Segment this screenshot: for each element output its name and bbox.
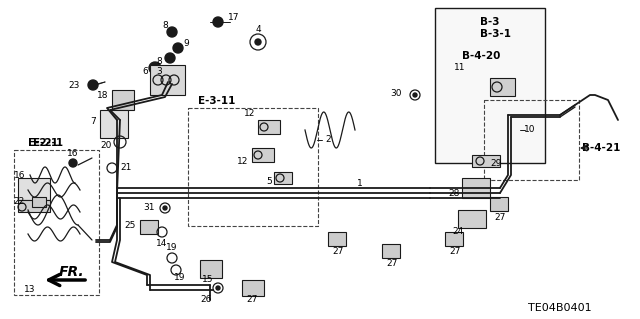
- Text: B-4-20: B-4-20: [462, 51, 500, 61]
- Circle shape: [173, 43, 183, 53]
- Text: E-3-11: E-3-11: [198, 96, 236, 106]
- Bar: [242, 280, 264, 296]
- Circle shape: [413, 93, 417, 97]
- Text: 8: 8: [156, 57, 162, 66]
- Text: 27: 27: [332, 248, 344, 256]
- Bar: [140, 220, 158, 234]
- Circle shape: [213, 17, 223, 27]
- Bar: [112, 90, 134, 110]
- Text: 11: 11: [454, 63, 466, 72]
- Text: 16: 16: [14, 170, 26, 180]
- Text: 12: 12: [237, 158, 248, 167]
- Text: 1: 1: [357, 179, 363, 188]
- Text: 24: 24: [452, 227, 463, 236]
- Text: 3: 3: [156, 68, 162, 77]
- Text: 14: 14: [156, 239, 168, 248]
- Text: 16: 16: [67, 149, 79, 158]
- Text: 7: 7: [90, 117, 96, 127]
- Text: 28: 28: [449, 189, 460, 197]
- Text: 13: 13: [24, 286, 36, 294]
- Text: 22: 22: [13, 197, 25, 206]
- Text: 10: 10: [524, 125, 536, 135]
- Text: 8: 8: [163, 20, 168, 29]
- Bar: [18, 200, 50, 212]
- Text: 5: 5: [266, 177, 272, 187]
- Text: 21: 21: [120, 164, 131, 173]
- Text: E-2-1: E-2-1: [33, 138, 63, 148]
- Text: 19: 19: [174, 273, 186, 283]
- Bar: [462, 178, 490, 198]
- Bar: [458, 210, 486, 228]
- Text: B-4-21: B-4-21: [582, 143, 620, 153]
- Text: 19: 19: [166, 243, 178, 253]
- Text: 17: 17: [228, 13, 239, 23]
- Bar: [258, 120, 280, 134]
- Circle shape: [167, 27, 177, 37]
- Text: 29: 29: [490, 159, 501, 167]
- Bar: [472, 155, 500, 167]
- Text: 27: 27: [494, 212, 506, 221]
- Circle shape: [216, 286, 220, 290]
- Text: FR.: FR.: [59, 265, 85, 279]
- Bar: [435, 8, 545, 163]
- Text: B-3: B-3: [480, 17, 499, 27]
- Bar: [490, 197, 508, 211]
- Text: 25: 25: [125, 221, 136, 231]
- Bar: [150, 65, 185, 95]
- Text: 23: 23: [68, 80, 80, 90]
- Text: 4: 4: [255, 26, 261, 34]
- Bar: [490, 78, 515, 96]
- Text: 30: 30: [390, 88, 402, 98]
- Text: 18: 18: [97, 92, 108, 100]
- Circle shape: [163, 206, 167, 210]
- Text: B-3-1: B-3-1: [480, 29, 511, 39]
- Bar: [18, 178, 50, 200]
- Circle shape: [149, 62, 161, 74]
- Bar: [252, 148, 274, 162]
- Circle shape: [165, 53, 175, 63]
- Text: E-2-1: E-2-1: [28, 138, 58, 148]
- Text: 27: 27: [246, 295, 258, 305]
- Bar: [328, 232, 346, 246]
- Text: TE04B0401: TE04B0401: [528, 303, 592, 313]
- Text: 31: 31: [143, 204, 155, 212]
- Bar: [32, 197, 46, 207]
- Text: 26: 26: [200, 295, 212, 305]
- Circle shape: [88, 80, 98, 90]
- Text: 9: 9: [183, 40, 189, 48]
- Text: 27: 27: [387, 259, 397, 269]
- Circle shape: [255, 39, 261, 45]
- Bar: [445, 232, 463, 246]
- Bar: [14, 150, 99, 295]
- Circle shape: [69, 159, 77, 167]
- Bar: [274, 172, 292, 184]
- Bar: [188, 108, 318, 226]
- Text: 12: 12: [244, 109, 255, 118]
- Bar: [200, 260, 222, 278]
- Text: 6: 6: [142, 68, 148, 77]
- Text: 20: 20: [100, 140, 112, 150]
- Text: 27: 27: [449, 248, 461, 256]
- Bar: [484, 100, 579, 180]
- Bar: [100, 110, 128, 138]
- Text: 2: 2: [325, 136, 331, 145]
- Text: 15: 15: [202, 276, 214, 285]
- Bar: [382, 244, 400, 258]
